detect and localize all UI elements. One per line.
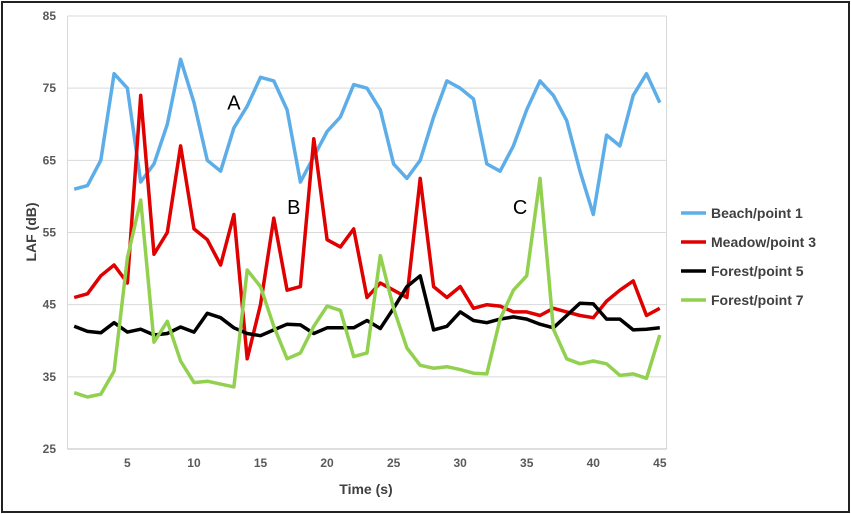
y-tick-label: 85 <box>43 9 57 23</box>
x-axis-label: Time (s) <box>339 481 392 497</box>
legend-label: Beach/point 1 <box>711 205 803 221</box>
x-tick-label: 20 <box>320 456 334 470</box>
y-tick-label: 45 <box>43 298 57 312</box>
series-lines <box>73 57 662 399</box>
series-line-3 <box>73 176 662 399</box>
x-tick-label: 25 <box>387 456 401 470</box>
y-tick-label: 35 <box>43 370 57 384</box>
annotation-label: C <box>513 197 527 219</box>
annotation-label: A <box>227 93 241 115</box>
x-tick-label: 10 <box>187 456 201 470</box>
legend-label: Meadow/point 3 <box>711 234 816 250</box>
legend: Beach/point 1 Meadow/point 3 Forest/point … <box>681 205 816 308</box>
axes: 25 35 45 55 65 75 85 5 10 15 20 25 30 35 40 45 <box>43 9 667 470</box>
x-tick-label: 40 <box>587 456 601 470</box>
annotations: A B C <box>227 93 527 220</box>
y-tick-label: 65 <box>43 153 57 167</box>
y-tick-label: 25 <box>43 442 57 456</box>
series-line-0 <box>73 57 662 217</box>
annotation-label: B <box>287 197 300 219</box>
gridlines <box>67 15 667 450</box>
legend-label: Forest/point 5 <box>711 263 804 279</box>
x-tick-label: 35 <box>520 456 534 470</box>
x-tick-label: 30 <box>453 456 467 470</box>
x-tick-label: 45 <box>653 456 667 470</box>
y-axis-label: LAF (dB) <box>23 202 39 261</box>
y-tick-label: 75 <box>43 81 57 95</box>
x-tick-label: 5 <box>124 456 131 470</box>
y-tick-label: 55 <box>43 226 57 240</box>
x-tick-label: 15 <box>254 456 268 470</box>
legend-label: Forest/point 7 <box>711 292 804 308</box>
